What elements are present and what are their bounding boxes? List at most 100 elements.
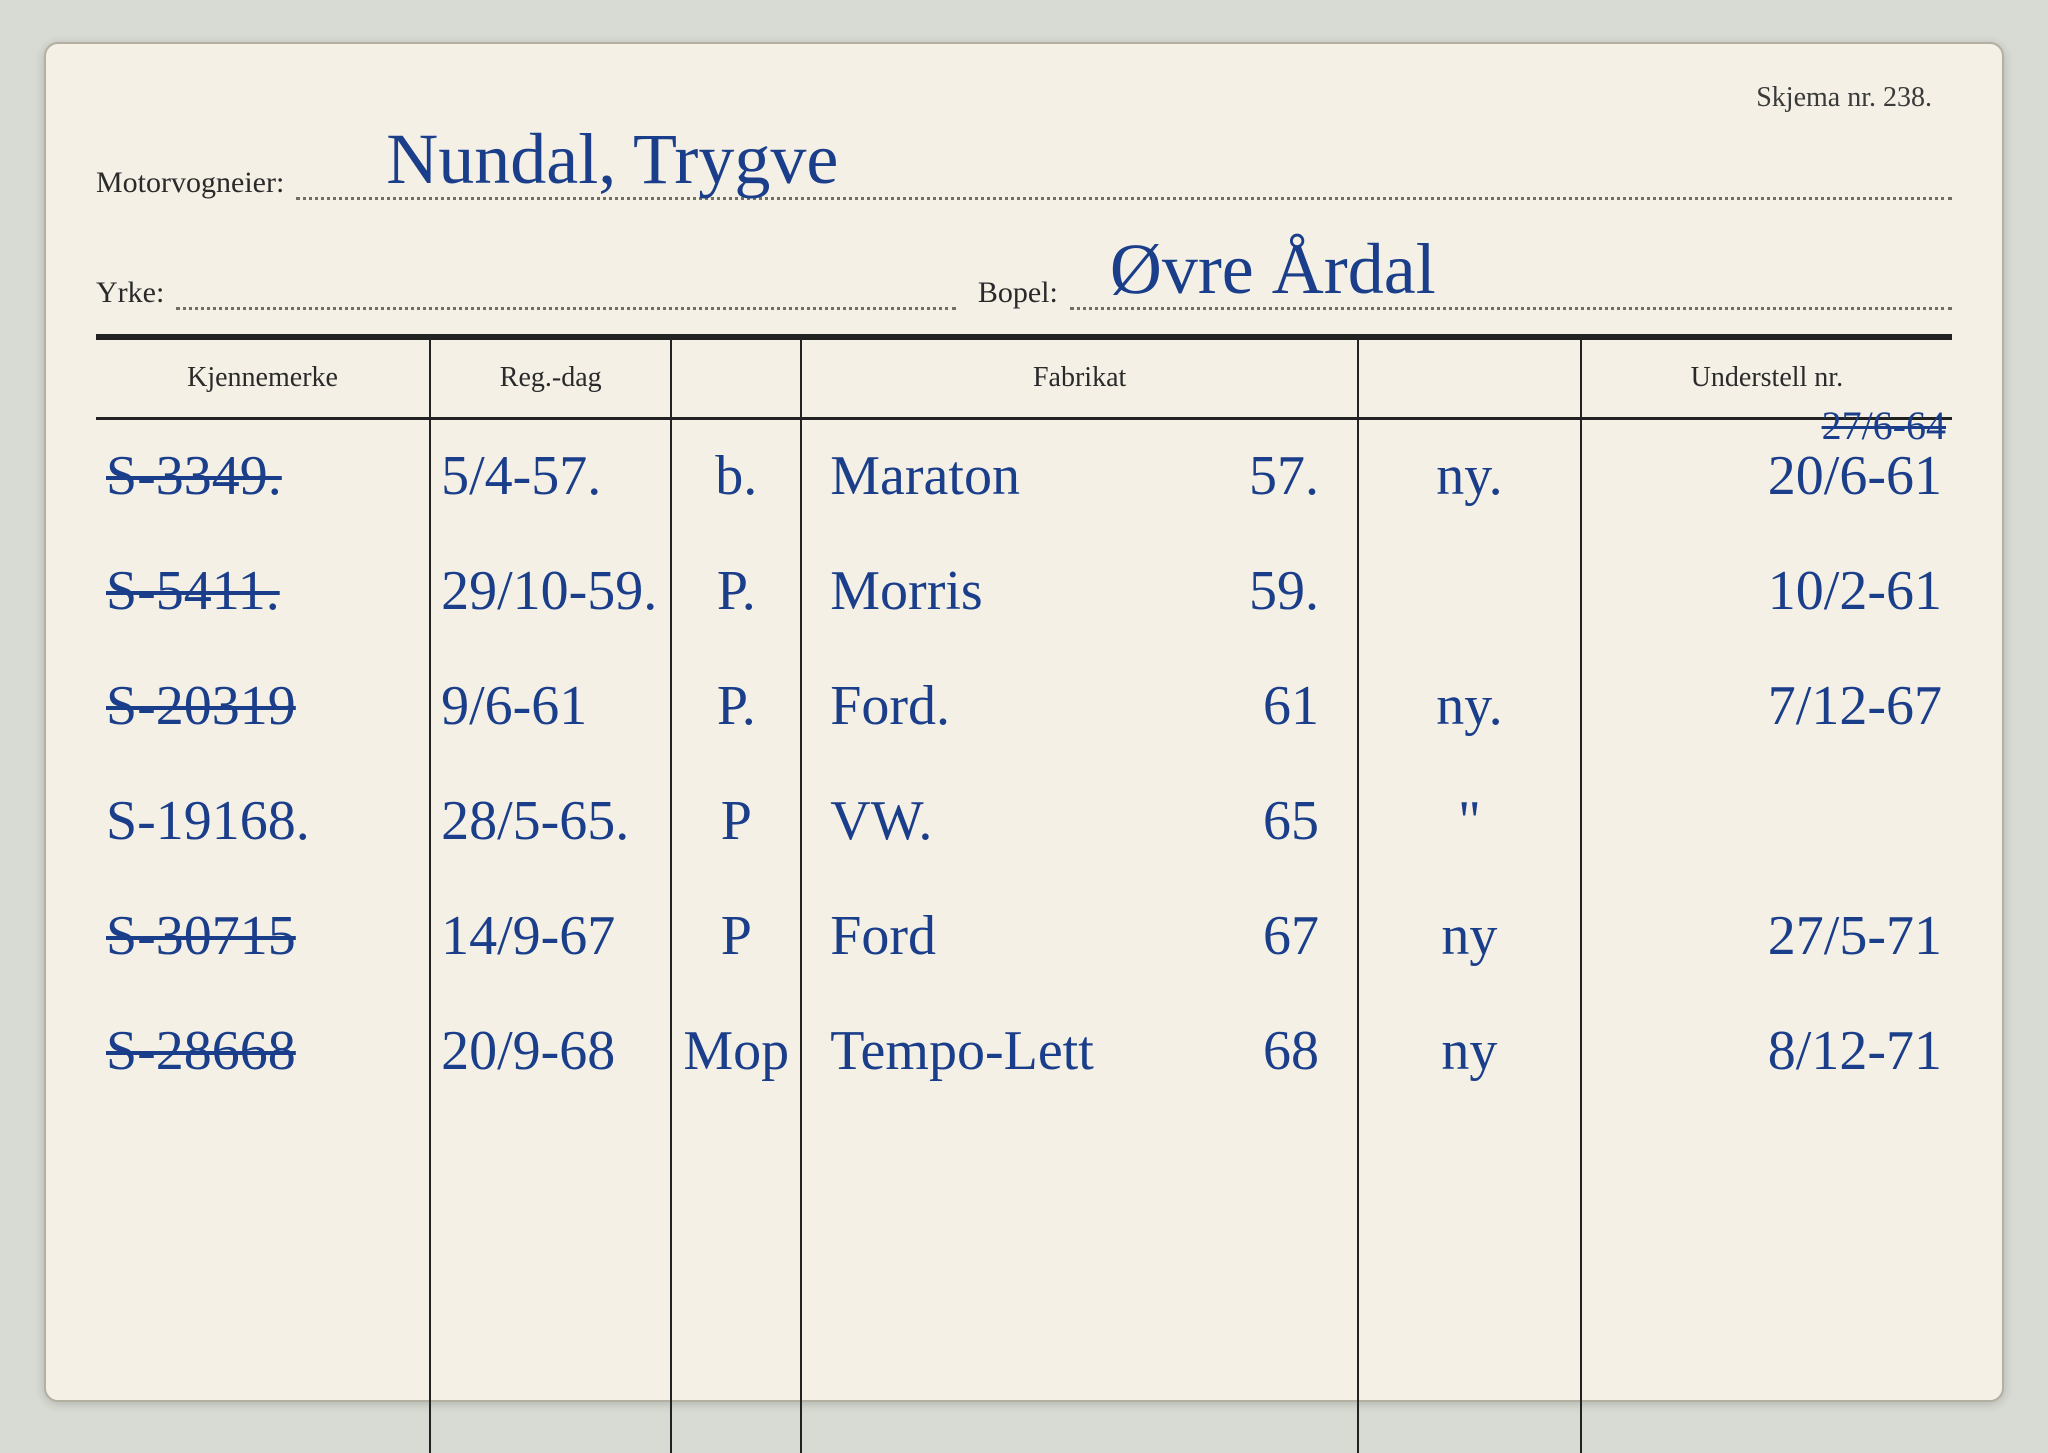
owner-row: Motorvogneier: Nundal, Trygve: [96, 114, 1952, 200]
cell-type: [671, 1108, 801, 1223]
reg-value: 20/9-68: [441, 1020, 615, 1082]
fab-name: Morris: [812, 563, 1249, 619]
kj-value: S-3349.: [106, 445, 282, 507]
residence-value: Øvre Årdal: [1070, 233, 1436, 307]
fab-name: Ford: [812, 908, 1263, 964]
kj-value: S-28668: [106, 1020, 296, 1082]
owner-label: Motorvogneier:: [96, 166, 284, 200]
registration-card: Skjema nr. 238. Motorvogneier: Nundal, T…: [44, 42, 2004, 1402]
cell-fabrikat: [801, 1338, 1358, 1453]
fab-name: Ford.: [812, 678, 1263, 734]
cell-note: [1358, 1223, 1581, 1338]
cell-understell: 10/2-61: [1581, 533, 1952, 648]
reg-value: 14/9-67: [441, 905, 615, 967]
note-value: ": [1458, 790, 1481, 852]
cell-kjennemerke: S-19168.: [96, 763, 430, 878]
kj-value: S-20319: [106, 675, 296, 737]
cell-understell: [1581, 1223, 1952, 1338]
cell-note: [1358, 1108, 1581, 1223]
fab-name: Maraton: [812, 448, 1249, 504]
cell-type: P: [671, 878, 801, 993]
cell-type: P.: [671, 533, 801, 648]
table-row: [96, 1108, 1952, 1223]
cell-note: [1358, 533, 1581, 648]
cell-type: P.: [671, 648, 801, 763]
table-body: S-3349.5/4-57.b.Maraton57.ny.27/6-6420/6…: [96, 418, 1952, 1453]
type-value: P.: [717, 675, 756, 737]
reg-value: 9/6-61: [441, 675, 587, 737]
cell-kjennemerke: S-3349.: [96, 418, 430, 533]
type-value: b.: [715, 445, 757, 507]
fab-year: 65: [1263, 793, 1347, 849]
kj-value: S-19168.: [106, 790, 310, 852]
note-value: ny.: [1436, 675, 1502, 737]
cell-note: ny: [1358, 878, 1581, 993]
fab-year: 59.: [1249, 563, 1347, 619]
cell-understell: 27/6-6420/6-61: [1581, 418, 1952, 533]
table-row: [96, 1338, 1952, 1453]
cell-fabrikat: Maraton57.: [801, 418, 1358, 533]
occupation-label: Yrke:: [96, 276, 164, 310]
cell-understell: 27/5-71: [1581, 878, 1952, 993]
table-row: S-28668 20/9-68 MopTempo-Lett68 ny 8/12-71: [96, 993, 1952, 1108]
note-value: ny: [1441, 905, 1497, 967]
cell-understell: [1581, 763, 1952, 878]
reg-value: 29/10-59.: [441, 560, 657, 622]
col-kjennemerke: Kjennemerke: [96, 340, 430, 418]
und-value: 8/12-71: [1768, 1020, 1942, 1082]
col-regdag: Reg.-dag: [430, 340, 671, 418]
cell-fabrikat: [801, 1108, 1358, 1223]
cell-fabrikat: Ford.61: [801, 648, 1358, 763]
cell-fabrikat: Tempo-Lett68: [801, 993, 1358, 1108]
cell-type: [671, 1338, 801, 1453]
cell-fabrikat: Morris59.: [801, 533, 1358, 648]
occupation-value: [176, 305, 266, 307]
type-value: P: [721, 790, 752, 852]
occupation-residence-row: Yrke: Bopel: Øvre Årdal: [96, 224, 1952, 310]
table-header-row: Kjennemerke Reg.-dag Fabrikat Understell…: [96, 340, 1952, 418]
note-value: ny: [1441, 1020, 1497, 1082]
cell-kjennemerke: [96, 1338, 430, 1453]
cell-regdag: 20/9-68: [430, 993, 671, 1108]
col-fabrikat: Fabrikat: [801, 340, 1358, 418]
type-value: P.: [717, 560, 756, 622]
reg-value: 28/5-65.: [441, 790, 629, 852]
cell-fabrikat: Ford67: [801, 878, 1358, 993]
occupation-field: [176, 224, 956, 310]
table-row: S-20319 9/6-61 P. Ford.61 ny. 7/12-67: [96, 648, 1952, 763]
cell-regdag: 14/9-67: [430, 878, 671, 993]
owner-value: Nundal, Trygve: [296, 123, 838, 197]
cell-kjennemerke: S-30715: [96, 878, 430, 993]
vehicle-table: Kjennemerke Reg.-dag Fabrikat Understell…: [96, 340, 1952, 1453]
fab-name: Tempo-Lett: [812, 1023, 1263, 1079]
fab-year: 57.: [1249, 448, 1347, 504]
fab-year: 61: [1263, 678, 1347, 734]
cell-type: Mop: [671, 993, 801, 1108]
cell-understell: 7/12-67: [1581, 648, 1952, 763]
und-overwrite: 27/6-64: [1822, 402, 1946, 449]
cell-kjennemerke: [96, 1223, 430, 1338]
cell-type: b.: [671, 418, 801, 533]
kj-value: S-30715: [106, 905, 296, 967]
cell-type: [671, 1223, 801, 1338]
residence-label: Bopel:: [978, 276, 1058, 310]
cell-regdag: [430, 1108, 671, 1223]
cell-kjennemerke: S-20319: [96, 648, 430, 763]
table-row: S-19168. 28/5-65. P VW.65 ": [96, 763, 1952, 878]
note-value: ny.: [1436, 445, 1502, 507]
cell-fabrikat: [801, 1223, 1358, 1338]
cell-regdag: [430, 1338, 671, 1453]
fab-name: VW.: [812, 793, 1263, 849]
und-value: 10/2-61: [1768, 560, 1942, 622]
cell-note: ny: [1358, 993, 1581, 1108]
fab-year: 67: [1263, 908, 1347, 964]
form-number: Skjema nr. 238.: [1756, 82, 1932, 114]
cell-understell: [1581, 1108, 1952, 1223]
cell-kjennemerke: S-5411.: [96, 533, 430, 648]
owner-field: Nundal, Trygve: [296, 114, 1952, 200]
cell-note: ny.: [1358, 418, 1581, 533]
type-value: Mop: [683, 1020, 789, 1082]
type-value: P: [721, 905, 752, 967]
und-value: 20/6-61: [1768, 445, 1942, 507]
und-value: 7/12-67: [1768, 675, 1942, 737]
